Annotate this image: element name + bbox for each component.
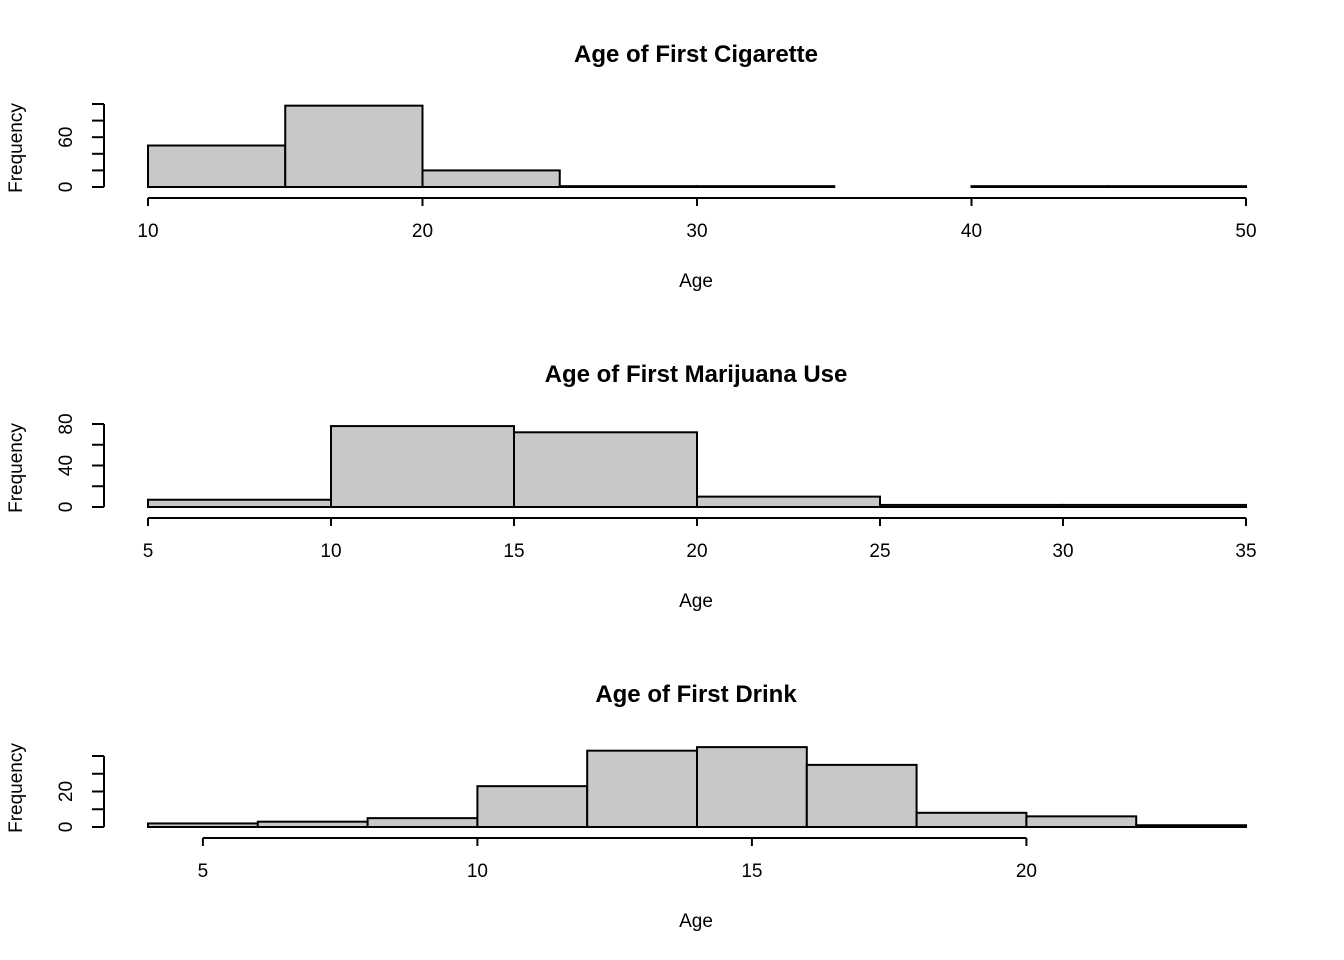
histogram-bar (1025, 815, 1138, 828)
y-axis: 0 60 (56, 103, 105, 193)
x-tick-label: 35 (1235, 541, 1256, 562)
histogram-bar (147, 822, 259, 829)
y-tick-label: 80 (56, 413, 77, 434)
drink-histogram-panel: Age of First Drink Frequency Age 5 10 15 20… (6, 681, 1247, 932)
y-tick-label: 0 (56, 502, 77, 513)
chart-title: Age of First Cigarette (574, 41, 818, 68)
y-tick-label: 0 (56, 182, 77, 193)
x-tick-label: 10 (137, 221, 158, 242)
histogram-bar (330, 425, 515, 509)
histogram-bar (879, 503, 1064, 508)
x-tick-label: 40 (961, 221, 982, 242)
x-tick-label: 20 (412, 221, 433, 242)
x-tick-label: 10 (467, 861, 488, 882)
histogram-bar (558, 185, 698, 188)
histogram-bar (421, 169, 561, 188)
chart-title: Age of First Marijuana Use (545, 361, 848, 388)
x-axis: 10 20 30 40 50 (137, 197, 1257, 242)
histogram-bar (586, 749, 699, 828)
x-tick-label: 15 (503, 541, 524, 562)
y-axis: 0 40 80 (56, 413, 105, 513)
y-tick-label: 60 (56, 127, 77, 148)
histogram-bar (696, 185, 836, 188)
x-tick-label: 10 (320, 541, 341, 562)
histogram-bar (696, 746, 808, 828)
x-tick-label: 30 (686, 221, 707, 242)
histogram-bar (805, 763, 918, 828)
x-axis-label: Age (679, 591, 713, 612)
histogram-bar (696, 495, 881, 508)
bar-group (147, 746, 1247, 829)
histogram-bar (915, 811, 1028, 828)
histogram-bar (284, 104, 424, 188)
y-axis-label: Frequency (6, 103, 27, 193)
histogram-bar (1062, 503, 1247, 508)
chart-title: Age of First Drink (595, 681, 797, 708)
y-tick-label: 0 (56, 822, 77, 833)
histogram-bar (476, 785, 589, 828)
x-tick-label: 15 (741, 861, 762, 882)
x-tick-label: 30 (1052, 541, 1073, 562)
x-tick-label: 5 (198, 861, 209, 882)
histogram-bar (1107, 185, 1247, 188)
bar-group (147, 425, 1247, 509)
x-tick-label: 20 (686, 541, 707, 562)
y-tick-label: 40 (56, 455, 77, 476)
x-tick-label: 50 (1235, 221, 1256, 242)
histogram-bar (366, 817, 479, 828)
y-axis-label: Frequency (6, 423, 27, 513)
x-tick-label: 20 (1016, 861, 1037, 882)
x-axis-label: Age (679, 911, 713, 932)
x-tick-label: 5 (143, 541, 154, 562)
y-tick-label: 20 (56, 781, 77, 802)
bar-group (147, 104, 1247, 188)
x-axis-label: Age (679, 271, 713, 292)
x-axis: 5 10 15 20 (198, 837, 1037, 882)
y-axis-label: Frequency (6, 743, 27, 833)
histogram-bar (513, 431, 698, 508)
x-tick-label: 25 (869, 541, 890, 562)
marijuana-histogram-panel: Age of First Marijuana Use Frequency Age… (6, 361, 1257, 612)
x-axis: 5 10 15 20 25 30 35 (143, 517, 1257, 562)
histogram-bar (147, 144, 287, 188)
y-axis: 0 20 (56, 755, 105, 833)
cigarette-histogram-panel: Age of First Cigarette Frequency Age 10 2… (6, 41, 1257, 292)
histogram-bar (256, 820, 369, 828)
histogram-bar (1135, 824, 1247, 828)
histogram-bar (970, 185, 1110, 188)
histogram-bar (147, 498, 332, 508)
